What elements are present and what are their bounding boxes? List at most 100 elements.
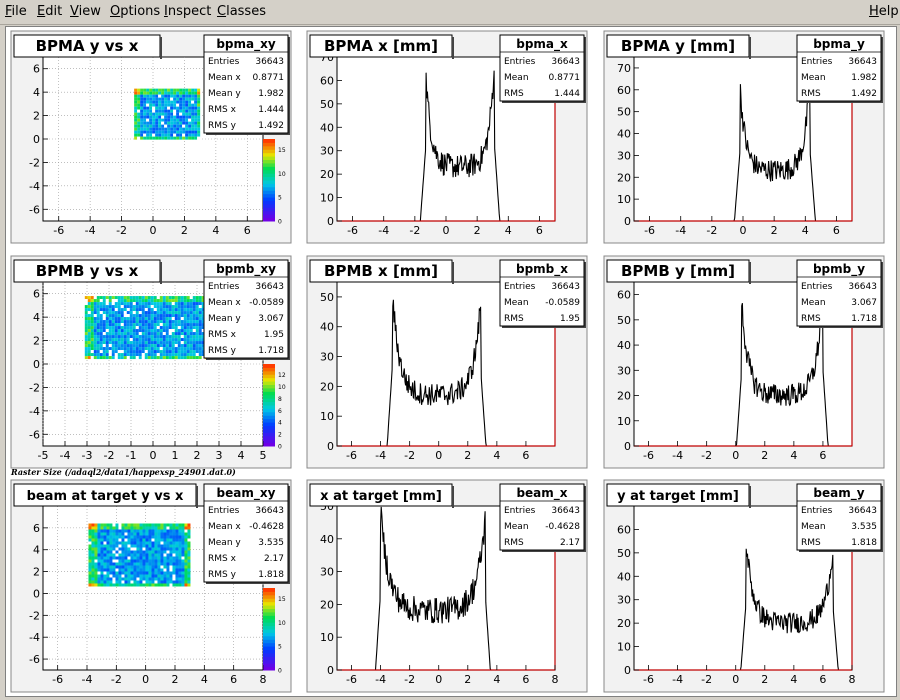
stats-name: bpma_y	[813, 37, 865, 52]
heatmap-cell	[194, 121, 198, 125]
heatmap-cell	[148, 529, 152, 533]
heatmap-cell	[88, 583, 92, 587]
heatmap-cell	[120, 311, 124, 315]
heatmap-cell	[181, 577, 185, 581]
heatmap-cell	[120, 305, 124, 309]
heatmap-cell	[102, 296, 106, 300]
heatmap-cell	[152, 103, 156, 107]
heatmap-cell	[117, 332, 121, 336]
stats-value: 1.818	[851, 538, 877, 548]
palette-step	[263, 642, 275, 647]
root-canvas[interactable]: 0 5 10 15 -6 -4 -2 0 2 4 6 -6 -4 -2 0 2 4 6 BPMA y vs x bpm…	[5, 26, 897, 697]
palette-step	[263, 193, 275, 198]
heatmap-cell	[182, 127, 186, 131]
heatmap-cell	[144, 335, 148, 339]
heatmap-cell	[150, 341, 154, 345]
heatmap-cell	[159, 335, 163, 339]
heatmap-cell	[140, 136, 144, 140]
heatmap-cell	[129, 347, 133, 351]
heatmap-cell	[87, 326, 91, 330]
heatmap-cell	[105, 350, 109, 354]
heatmap-cell	[168, 308, 172, 312]
heatmap-cell	[129, 350, 133, 354]
heatmap-cell	[139, 532, 143, 536]
heatmap-cell	[176, 112, 180, 116]
stats-value: 0.8771	[253, 73, 285, 83]
heatmap-cell	[94, 571, 98, 575]
heatmap-cell	[163, 547, 167, 551]
heatmap-cell	[94, 532, 98, 536]
heatmap-cell	[108, 311, 112, 315]
heatmap-cell	[172, 523, 176, 527]
heatmap-cell	[177, 320, 181, 324]
heatmap-cell	[141, 350, 145, 354]
stats-value: 36643	[848, 57, 877, 67]
heatmap-cell	[195, 350, 199, 354]
heatmap-cell	[158, 88, 162, 92]
stats-value: 0.8771	[549, 73, 581, 83]
menu-view[interactable]: View	[70, 4, 101, 19]
x-tick-label: 2	[172, 673, 179, 686]
heatmap-cell	[102, 347, 106, 351]
palette-tick-label: 5	[278, 195, 282, 202]
heatmap-cell	[154, 553, 158, 557]
y-tick-label: 0	[327, 215, 334, 228]
palette-step	[263, 173, 275, 178]
heatmap-cell	[178, 541, 182, 545]
menu-file[interactable]: File	[5, 4, 27, 19]
heatmap-cell	[165, 317, 169, 321]
heatmap-cell	[117, 305, 121, 309]
palette-tick-label: 6	[278, 408, 282, 415]
heatmap-cell	[115, 577, 119, 581]
heatmap-cell	[195, 314, 199, 318]
y-tick-label: 40	[617, 128, 631, 141]
heatmap-cell	[178, 577, 182, 581]
heatmap-cell	[176, 88, 180, 92]
heatmap-cell	[166, 559, 170, 563]
heatmap-cell	[182, 118, 186, 122]
y-tick-label: -2	[29, 609, 40, 622]
heatmap-cell	[201, 311, 205, 315]
heatmap-cell	[144, 323, 148, 327]
heatmap-cell	[156, 356, 160, 360]
heatmap-cell	[117, 326, 121, 330]
heatmap-cell	[183, 347, 187, 351]
heatmap-cell	[97, 583, 101, 587]
heatmap-cell	[185, 127, 189, 131]
stats-key: RMS y	[208, 346, 237, 356]
menu-options[interactable]: Options	[110, 4, 161, 19]
heatmap-cell	[123, 341, 127, 345]
heatmap-cell	[137, 94, 141, 98]
heatmap-cell	[194, 115, 198, 119]
heatmap-cell	[90, 305, 94, 309]
stats-value: 3.535	[258, 538, 284, 548]
heatmap-cell	[183, 335, 187, 339]
heatmap-cell	[100, 571, 104, 575]
menu-inspect[interactable]: Inspect	[164, 4, 212, 19]
heatmap-cell	[144, 347, 148, 351]
heatmap-cell	[106, 556, 110, 560]
heatmap-cell	[198, 296, 202, 300]
heatmap-cell	[189, 332, 193, 336]
heatmap-cell	[129, 314, 133, 318]
heatmap-cell	[147, 344, 151, 348]
heatmap-cell	[93, 335, 97, 339]
menu-help[interactable]: Help	[869, 4, 899, 19]
heatmap-cell	[174, 326, 178, 330]
heatmap-cell	[118, 565, 122, 569]
heatmap-cell	[150, 329, 154, 333]
heatmap-cell	[105, 323, 109, 327]
heatmap-cell	[111, 302, 115, 306]
menu-classes[interactable]: Classes	[217, 4, 266, 19]
menu-edit[interactable]: Edit	[37, 4, 63, 19]
heatmap-cell	[171, 350, 175, 354]
heatmap-cell	[197, 121, 201, 125]
heatmap-cell	[148, 538, 152, 542]
heatmap-cell	[172, 568, 176, 572]
heatmap-cell	[102, 299, 106, 303]
heatmap-cell	[149, 112, 153, 116]
heatmap-cell	[163, 544, 167, 548]
heatmap-cell	[156, 332, 160, 336]
heatmap-cell	[142, 568, 146, 572]
heatmap-cell	[160, 559, 164, 563]
